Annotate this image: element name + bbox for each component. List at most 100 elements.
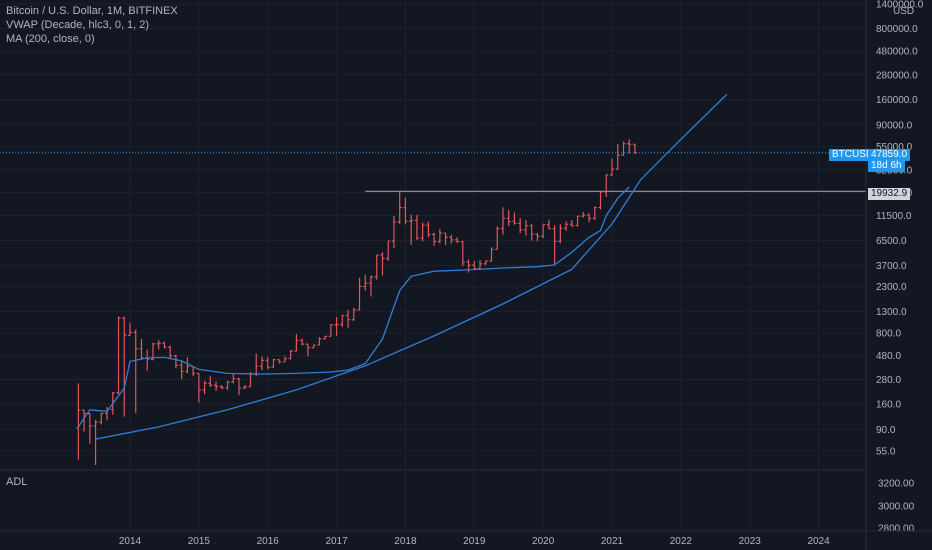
candle <box>351 307 356 321</box>
time-tick-label: 2022 <box>670 536 693 547</box>
candle <box>179 361 184 380</box>
countdown-badge: 18d 6h <box>868 160 905 172</box>
time-tick-label: 2023 <box>739 536 762 547</box>
time-tick-label: 2018 <box>394 536 417 547</box>
candle <box>82 409 87 432</box>
ma-legend[interactable]: MA (200, close, 0) <box>6 33 95 45</box>
ma-line <box>95 93 728 440</box>
candle <box>426 221 431 238</box>
chart-title[interactable]: Bitcoin / U.S. Dollar, 1M, BITFINEX <box>6 5 178 17</box>
candle <box>237 377 242 396</box>
price-tick-label: 160000.0 <box>876 95 918 106</box>
candle <box>632 143 637 154</box>
candle <box>76 383 81 460</box>
price-tick-label: 800000.0 <box>876 24 918 35</box>
time-tick-label: 2016 <box>257 536 280 547</box>
currency-label[interactable]: USD <box>893 6 915 17</box>
candle <box>162 341 167 349</box>
candle <box>535 233 540 242</box>
candle <box>621 141 626 156</box>
candle <box>340 314 345 327</box>
symbol-badge: BTCUSD <box>829 149 877 161</box>
candle <box>139 338 144 360</box>
candle <box>495 226 500 251</box>
candle <box>627 139 632 154</box>
time-tick-label: 2015 <box>188 536 211 547</box>
candle <box>460 240 465 267</box>
candle <box>397 191 402 224</box>
adl-tick-label: 2800.00 <box>878 524 915 535</box>
candle <box>334 317 339 336</box>
last-price-badge: 47859.0 <box>868 149 911 161</box>
time-tick-label: 2014 <box>119 536 142 547</box>
price-tick-label: 280000.0 <box>876 70 918 81</box>
adl-tick-label: 3000.00 <box>878 502 915 513</box>
candle <box>99 412 104 425</box>
candle <box>127 323 133 336</box>
candle <box>529 223 534 241</box>
candle <box>575 215 580 227</box>
price-tick-label: 1300.0 <box>876 307 907 318</box>
candle <box>432 232 437 246</box>
candle <box>328 324 333 337</box>
price-tick-label: 55.0 <box>876 446 896 457</box>
candle <box>403 197 408 225</box>
candle <box>311 344 316 349</box>
candle <box>409 214 414 245</box>
candle <box>185 357 190 374</box>
candle <box>294 334 299 352</box>
price-tick-label: 6500.0 <box>876 236 907 247</box>
candle <box>391 215 396 249</box>
price-tick-label: 55000.0 <box>876 142 913 153</box>
candle <box>242 385 247 389</box>
candle <box>277 359 282 364</box>
candle <box>323 335 328 340</box>
price-tick-label: 3700.0 <box>876 261 907 272</box>
candle <box>208 376 213 387</box>
candle <box>259 356 264 371</box>
candle <box>581 211 586 218</box>
candle <box>414 214 419 241</box>
candle <box>116 316 121 395</box>
candle <box>214 381 219 391</box>
candle <box>133 329 138 414</box>
candle <box>500 207 505 235</box>
candle <box>202 380 207 395</box>
price-tick-label: 480.0 <box>876 351 901 362</box>
time-axis[interactable]: 2014 2015 2016 2017 2018 2019 2020 2021 2022 2023… <box>119 536 830 547</box>
candle <box>420 222 425 242</box>
candle <box>156 340 161 350</box>
candle <box>231 373 236 384</box>
time-tick-label: 2019 <box>463 536 486 547</box>
time-tick-label: 2021 <box>601 536 624 547</box>
price-tick-label: 90000.0 <box>876 120 913 131</box>
candle <box>478 259 483 270</box>
adl-axis: 3200.00 3000.00 2800.00 <box>878 479 915 535</box>
candle <box>541 223 546 239</box>
candle <box>598 191 603 210</box>
vwap-legend[interactable]: VWAP (Decade, hlc3, 0, 1, 2) <box>6 19 150 31</box>
level-price-badge: 19932.9 <box>868 188 911 200</box>
candle <box>609 158 615 177</box>
candle <box>173 354 178 369</box>
candle <box>489 247 494 262</box>
price-tick-label: 1400000.0 <box>876 0 924 11</box>
candle <box>271 358 276 368</box>
candle <box>93 419 98 465</box>
candle <box>265 356 270 370</box>
candle <box>483 260 488 265</box>
price-tick-label: 90.0 <box>876 425 896 436</box>
candle <box>546 219 551 230</box>
candle <box>604 174 609 197</box>
candle <box>472 261 477 270</box>
price-tick-label: 160.0 <box>876 399 901 410</box>
candle <box>368 275 374 297</box>
adl-pane-label[interactable]: ADL <box>6 476 28 488</box>
candle <box>374 254 379 280</box>
candle <box>518 217 523 234</box>
candle <box>437 228 442 244</box>
candle <box>523 219 528 236</box>
vwap-line <box>77 186 630 428</box>
candle <box>558 224 563 244</box>
